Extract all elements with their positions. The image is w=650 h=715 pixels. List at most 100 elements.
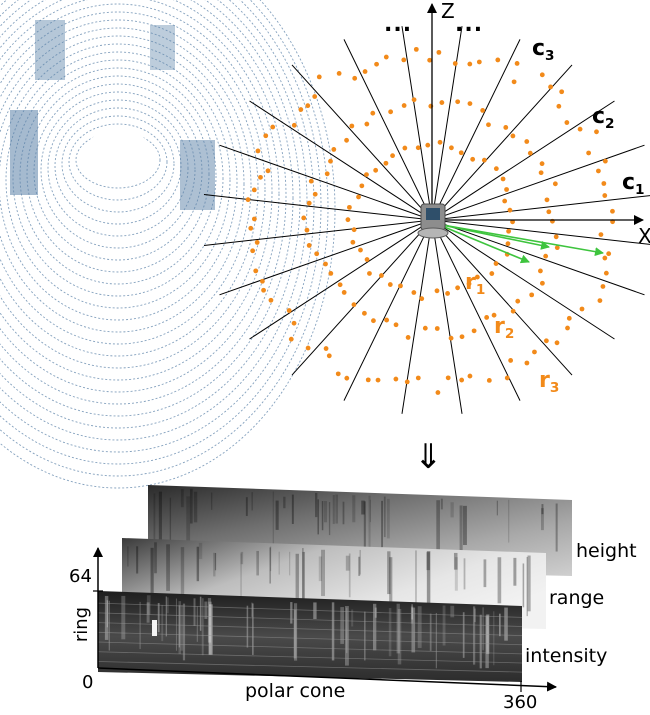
ring-point [312, 191, 318, 197]
layer-streak [272, 491, 274, 552]
ring-point [459, 334, 465, 340]
point-cloud-scan-line [0, 19, 259, 357]
downward-double-arrow-icon: ⇓ [414, 437, 443, 477]
layer-streak [166, 544, 170, 591]
ring-point [387, 282, 393, 287]
layer-streak [526, 556, 528, 617]
layer-streak [335, 494, 338, 524]
point-cloud-scan-line [0, 0, 294, 417]
ring-point [505, 241, 511, 247]
origin-label: 0 [82, 672, 94, 693]
ring-label-r3: r3 [539, 368, 560, 396]
ring-point [508, 358, 514, 363]
ring-point [603, 270, 609, 276]
ring-point [510, 219, 515, 225]
range-layer-label: range [549, 587, 605, 609]
ring-point [538, 268, 543, 274]
layer-streak [454, 557, 458, 591]
layer-streak [429, 613, 432, 651]
ring-point [467, 373, 473, 379]
layer-streak [104, 595, 109, 640]
layer-streak [383, 496, 386, 538]
ring-point [455, 285, 461, 291]
ring-point [301, 215, 307, 221]
ellipsis-right: ... [455, 12, 484, 37]
ring-point [470, 156, 476, 162]
ring-point [467, 61, 473, 67]
ring-point [596, 168, 601, 174]
layer-streak [472, 606, 476, 665]
ring-point [437, 139, 443, 145]
point-cloud-building [10, 110, 38, 195]
ring-point [566, 315, 572, 321]
layer-streak [386, 498, 390, 539]
layer-streak [169, 497, 172, 548]
cone-label-c3: c3 [532, 36, 555, 64]
layer-streak [121, 595, 126, 640]
layer-streak [345, 606, 349, 666]
layer-streak [154, 542, 157, 574]
layer-streak [369, 499, 372, 523]
layer-streak [269, 546, 272, 572]
ring-point [564, 120, 570, 125]
layer-streak [178, 605, 180, 648]
layer-streak [358, 556, 361, 576]
ring-point [511, 79, 517, 85]
ring-point [539, 72, 545, 78]
ring-point [326, 353, 332, 359]
ring-point [543, 338, 549, 344]
layer-streak [283, 496, 286, 509]
ring-point [291, 320, 297, 326]
layer-streak [486, 614, 490, 654]
ring-point [308, 178, 314, 184]
polar-grid-diagram [203, 3, 650, 414]
layer-streak [426, 552, 430, 571]
ring-point [544, 197, 550, 203]
ring-point [344, 137, 349, 143]
layer-streak [352, 495, 356, 523]
ring-point [306, 200, 312, 206]
intensity-band [97, 651, 523, 664]
layer-streak [153, 493, 156, 553]
ring-point [480, 108, 486, 113]
layer-streak [387, 551, 391, 595]
point-cloud-building [150, 25, 175, 70]
ring-point [328, 158, 333, 164]
layer-streak [178, 601, 182, 654]
layer-streak [389, 557, 393, 603]
layer-streak [504, 607, 508, 641]
range-ray-1 [436, 223, 530, 264]
ring-point [359, 183, 365, 189]
ring-point [404, 379, 410, 385]
layer-streak [332, 495, 335, 524]
layer-streak [522, 563, 525, 608]
layer-streak [440, 498, 443, 510]
polar-cone-axis [97, 667, 557, 692]
layer-streak [136, 546, 139, 574]
layer-streak [527, 555, 531, 612]
layer-streak [348, 553, 351, 598]
ring-point [466, 281, 472, 287]
ring-point [335, 371, 341, 377]
ring-point [597, 298, 603, 303]
intensity-layer-label: intensity [525, 645, 608, 667]
ring-point [594, 129, 599, 135]
layer-streak [328, 502, 331, 536]
point-cloud-scan-line [0, 0, 308, 441]
ring-point [415, 145, 421, 151]
ring-point [323, 261, 328, 267]
point-cloud-scan-line [0, 0, 287, 405]
ring-point [415, 375, 421, 381]
ring-point [258, 174, 263, 180]
polar-cone-axis-label: polar cone [245, 680, 346, 702]
point-cloud-building [35, 20, 65, 80]
ring-point [425, 142, 431, 148]
layer-streak [251, 492, 253, 511]
ring-point [383, 54, 389, 60]
ring-point [602, 255, 608, 261]
layer-streak [415, 550, 417, 610]
polar-cone-axis-max-label: 360 [503, 692, 538, 713]
ring-point [434, 288, 440, 294]
ring-point [524, 139, 530, 144]
